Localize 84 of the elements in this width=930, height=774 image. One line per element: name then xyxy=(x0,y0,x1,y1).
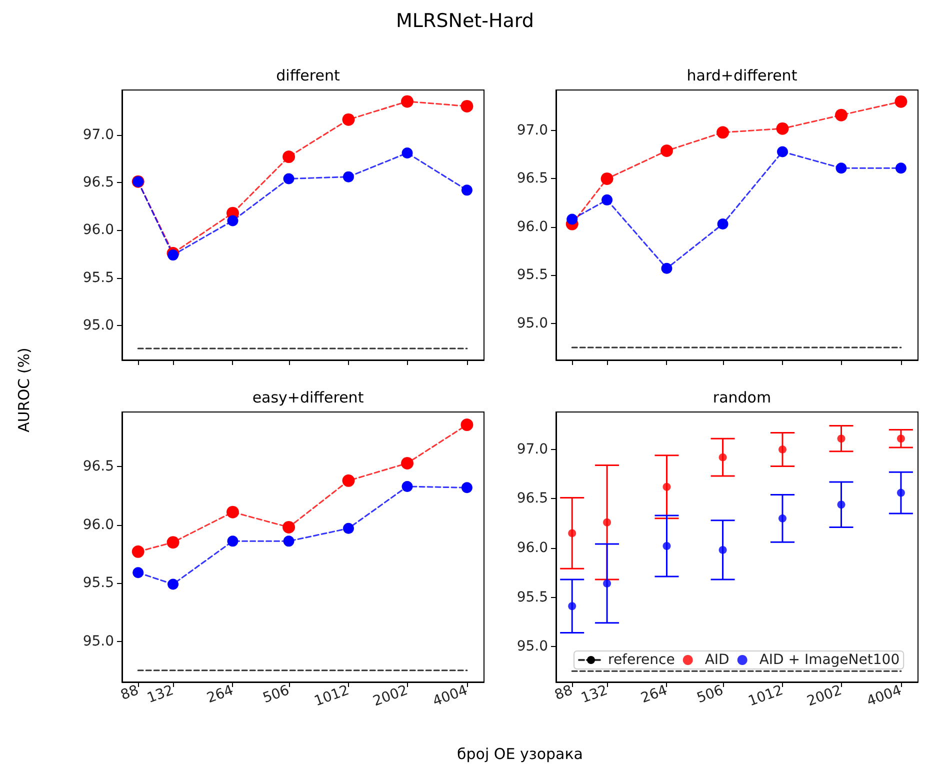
y-tick-label: 95.5 xyxy=(516,267,548,284)
point xyxy=(660,144,673,157)
point xyxy=(600,172,614,185)
x-tick-label: 506 xyxy=(694,682,726,707)
point xyxy=(894,95,908,108)
x-tick-label: 132 xyxy=(145,682,176,707)
text: MLRSNet-Hard xyxy=(396,10,534,32)
point xyxy=(895,162,906,174)
x-tick-label: 1012 xyxy=(746,682,786,710)
point xyxy=(716,126,730,139)
y-tick-label: 95.0 xyxy=(516,315,548,332)
point xyxy=(342,474,355,487)
x-tick-label: 4004 xyxy=(430,682,470,710)
legend-label: AID xyxy=(704,652,730,668)
point xyxy=(227,536,238,547)
point xyxy=(168,578,179,590)
x-tick-label: 4004 xyxy=(864,682,904,710)
point xyxy=(603,518,612,526)
y-tick-label: 97.0 xyxy=(516,122,548,138)
point xyxy=(836,162,847,174)
chart-title: different xyxy=(276,66,340,84)
point xyxy=(227,215,238,226)
point xyxy=(603,579,612,588)
point xyxy=(776,122,789,135)
point xyxy=(461,482,472,494)
point xyxy=(662,482,671,491)
point xyxy=(460,418,474,432)
x-tick-label: 2002 xyxy=(371,682,410,710)
point xyxy=(402,147,413,158)
point xyxy=(896,434,905,443)
y-tick-label: 95.0 xyxy=(82,633,114,650)
point xyxy=(661,262,672,274)
y-tick-label: 95.5 xyxy=(82,270,114,286)
x-tick-label: 2002 xyxy=(805,682,844,710)
point xyxy=(662,542,671,550)
y-tick-label: 96.5 xyxy=(516,490,548,507)
point xyxy=(282,520,296,534)
y-tick-label: 96.5 xyxy=(82,458,114,475)
legend-label: AID + ImageNet100 xyxy=(759,652,900,668)
y-tick-label: 96.0 xyxy=(516,218,548,235)
chart-title: random xyxy=(712,388,772,406)
x-tick-label: 506 xyxy=(260,682,292,707)
point xyxy=(776,146,788,158)
point xyxy=(602,194,613,206)
x-tick-label: 1012 xyxy=(312,682,352,710)
point xyxy=(226,506,239,518)
y-tick-label: 95.5 xyxy=(516,589,548,606)
point xyxy=(166,536,180,549)
chart-title: hard+different xyxy=(686,66,798,84)
y-tick-label: 97.0 xyxy=(516,441,548,458)
y-tick-label: 95.5 xyxy=(82,575,114,592)
y-tick-label: 96.0 xyxy=(82,516,114,533)
point xyxy=(402,480,413,492)
point xyxy=(837,500,846,509)
x-tick-label: 88 xyxy=(552,682,575,704)
point xyxy=(460,100,474,112)
point xyxy=(342,522,354,534)
point xyxy=(168,250,179,261)
point xyxy=(401,456,414,470)
y-tick-label: 96.5 xyxy=(82,174,114,191)
legend-label: reference xyxy=(608,652,675,668)
x-tick-label: 264 xyxy=(204,682,236,707)
y-tick-label: 95.0 xyxy=(82,318,114,334)
y-tick-label: 96.0 xyxy=(82,222,114,238)
point xyxy=(835,108,848,122)
y-tick-label: 95.0 xyxy=(516,638,548,655)
y-axis-title: AUROC (%) xyxy=(15,348,33,432)
point xyxy=(282,150,296,164)
y-tick-label: 96.0 xyxy=(516,540,548,556)
point xyxy=(342,171,354,182)
chart-title: easy+different xyxy=(252,388,364,406)
point xyxy=(837,434,846,443)
y-tick-label: 97.0 xyxy=(82,126,114,143)
x-tick-label: 132 xyxy=(579,682,610,707)
point xyxy=(461,184,472,196)
point xyxy=(896,488,905,497)
x-axis-title: број ОЕ узорака xyxy=(457,745,583,763)
point xyxy=(778,445,786,454)
x-tick-label: 264 xyxy=(638,682,670,707)
point xyxy=(401,95,414,108)
y-tick-label: 96.5 xyxy=(516,170,548,187)
point xyxy=(342,113,355,126)
x-tick-label: 88 xyxy=(118,682,141,704)
point xyxy=(778,514,786,522)
